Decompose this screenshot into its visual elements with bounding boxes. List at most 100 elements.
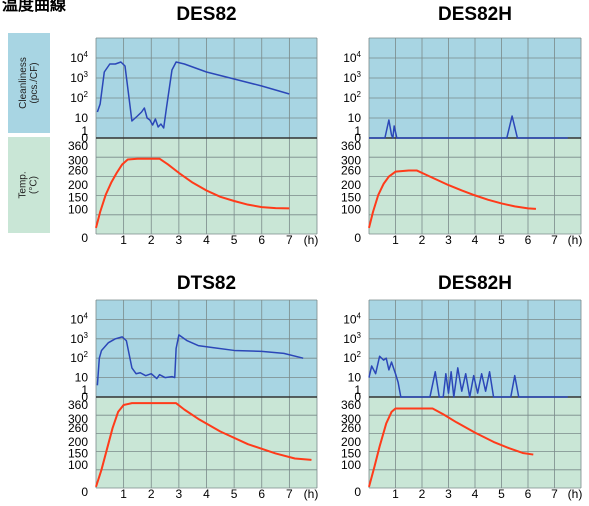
- y-tick-label-cleanliness: 10: [75, 371, 89, 385]
- x-tick-label: 5: [231, 233, 238, 247]
- y-tick-label-cleanliness: 104: [343, 311, 361, 326]
- y-tick-label-cleanliness: 103: [343, 70, 361, 85]
- y-tick-label-cleanliness: 102: [343, 350, 361, 365]
- x-tick-label: 2: [419, 233, 426, 247]
- x-tick-label: 7: [551, 487, 558, 501]
- y-tick-label-temperature: 100: [68, 458, 88, 472]
- x-tick-label: 5: [498, 233, 505, 247]
- y-tick-label-temperature: 0: [354, 231, 361, 245]
- x-tick-label: 1: [120, 233, 127, 247]
- y-tick-label-cleanliness: 10: [348, 111, 362, 125]
- x-tick-label: 2: [419, 487, 426, 501]
- y-tick-label-cleanliness: 1: [354, 383, 361, 397]
- y-tick-label-cleanliness: 1: [81, 383, 88, 397]
- chart-title: DES82: [176, 4, 236, 25]
- y-tick-label-temperature: 300: [68, 412, 88, 426]
- x-tick-label: 2: [148, 233, 155, 247]
- y-tick-label-cleanliness: 1: [354, 124, 361, 138]
- x-tick-label: 6: [258, 487, 265, 501]
- x-axis-unit-label: (h): [568, 233, 583, 247]
- y-tick-label-cleanliness: 104: [70, 50, 88, 65]
- y-tick-label-cleanliness: 10: [348, 371, 362, 385]
- y-tick-label-cleanliness: 103: [70, 331, 88, 346]
- x-tick-label: 3: [445, 487, 452, 501]
- x-tick-label: 6: [525, 233, 532, 247]
- y-tick-label-cleanliness: 104: [343, 50, 361, 65]
- x-tick-label: 7: [286, 487, 293, 501]
- y-tick-label-cleanliness: 0: [354, 131, 361, 145]
- temperature-axis-label: Temp. (°C): [8, 137, 50, 233]
- x-tick-label: 5: [498, 487, 505, 501]
- x-tick-label: 6: [525, 487, 532, 501]
- chart-title: DES82H: [438, 273, 512, 294]
- x-tick-label: 3: [445, 233, 452, 247]
- y-tick-label-temperature: 300: [341, 154, 361, 168]
- x-tick-label: 1: [392, 487, 399, 501]
- x-tick-label: 3: [176, 233, 183, 247]
- y-tick-label-temperature: 0: [81, 231, 88, 245]
- temperature-series-line: [95, 157, 290, 229]
- y-tick-label-temperature: 260: [341, 163, 361, 177]
- y-tick-label-cleanliness: 0: [81, 131, 88, 145]
- x-axis-unit-label: (h): [304, 233, 319, 247]
- y-tick-label-temperature: 200: [341, 435, 361, 449]
- x-tick-label: 4: [203, 233, 210, 247]
- temperature-series-line: [95, 402, 312, 488]
- x-tick-label: 4: [203, 487, 210, 501]
- temperature-series-line: [368, 169, 537, 229]
- y-tick-label-cleanliness: 0: [354, 390, 361, 404]
- x-tick-label: 1: [120, 487, 127, 501]
- y-tick-label-temperature: 260: [68, 421, 88, 435]
- y-tick-label-temperature: 300: [68, 154, 88, 168]
- page-heading-cut: 温度曲線: [2, 0, 67, 14]
- cleanliness-series-line: [96, 61, 290, 129]
- cleanliness-series-line: [369, 115, 568, 139]
- y-tick-label-cleanliness: 1: [81, 124, 88, 138]
- cleanliness-series-line: [96, 334, 304, 386]
- y-tick-label-temperature: 150: [68, 446, 88, 460]
- x-tick-label: 6: [258, 233, 265, 247]
- x-tick-label: 1: [392, 233, 399, 247]
- y-tick-label-cleanliness: 10: [75, 111, 89, 125]
- x-tick-label: 2: [148, 487, 155, 501]
- y-tick-label-temperature: 260: [68, 163, 88, 177]
- y-tick-label-temperature: 100: [68, 203, 88, 217]
- temperature-series-line: [368, 407, 534, 488]
- chart-title: DES82H: [438, 4, 512, 25]
- x-axis-unit-label: (h): [304, 487, 319, 501]
- y-tick-label-cleanliness: 104: [70, 311, 88, 326]
- x-axis-unit-label: (h): [568, 487, 583, 501]
- y-tick-label-temperature: 150: [341, 190, 361, 204]
- y-tick-label-temperature: 360: [68, 398, 88, 412]
- y-tick-label-temperature: 300: [341, 412, 361, 426]
- x-tick-label: 7: [286, 233, 293, 247]
- y-tick-label-temperature: 150: [341, 446, 361, 460]
- y-tick-label-cleanliness: 102: [70, 350, 88, 365]
- y-tick-label-temperature: 0: [81, 485, 88, 499]
- x-tick-label: 4: [472, 487, 479, 501]
- y-tick-label-cleanliness: 103: [343, 331, 361, 346]
- y-tick-label-temperature: 200: [341, 178, 361, 192]
- y-tick-label-temperature: 360: [68, 139, 88, 153]
- y-tick-label-temperature: 100: [341, 458, 361, 472]
- y-tick-label-cleanliness: 103: [70, 70, 88, 85]
- y-tick-label-cleanliness: 102: [343, 90, 361, 105]
- cleanliness-series-line: [368, 355, 568, 398]
- y-tick-label-temperature: 200: [68, 435, 88, 449]
- y-tick-label-temperature: 100: [341, 203, 361, 217]
- y-tick-label-temperature: 360: [341, 139, 361, 153]
- y-tick-label-temperature: 360: [341, 398, 361, 412]
- x-tick-label: 3: [176, 487, 183, 501]
- chart-title: DTS82: [177, 273, 236, 294]
- y-tick-label-cleanliness: 0: [81, 390, 88, 404]
- x-tick-label: 7: [551, 233, 558, 247]
- y-tick-label-temperature: 150: [68, 190, 88, 204]
- x-tick-label: 4: [472, 233, 479, 247]
- y-tick-label-temperature: 260: [341, 421, 361, 435]
- y-tick-label-temperature: 200: [68, 178, 88, 192]
- x-tick-label: 5: [231, 487, 238, 501]
- y-tick-label-cleanliness: 102: [70, 90, 88, 105]
- cleanliness-axis-label: Cleanliness (pcs./CF): [8, 33, 50, 133]
- y-tick-label-temperature: 0: [354, 485, 361, 499]
